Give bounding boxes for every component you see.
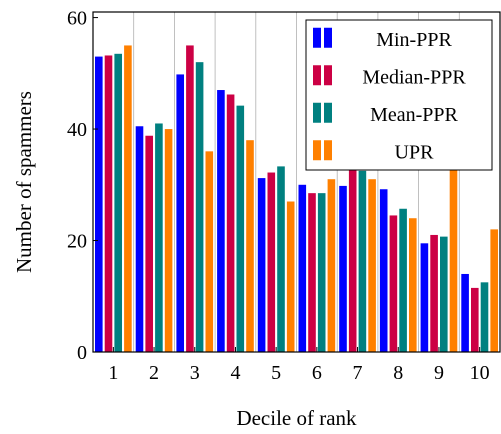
- bar-min-ppr-2: [135, 126, 144, 352]
- bar-median-ppr-10: [471, 287, 479, 352]
- bar-mean-ppr-4: [236, 105, 245, 352]
- bar-upr-7: [368, 179, 376, 352]
- x-tick-label: 1: [108, 362, 118, 384]
- bar-upr-5: [286, 201, 295, 352]
- legend-label: UPR: [395, 141, 435, 163]
- y-tick-label: 20: [67, 231, 87, 253]
- bar-min-ppr-5: [257, 178, 266, 352]
- x-tick-label: 10: [470, 362, 490, 384]
- legend-swatch: [324, 102, 332, 123]
- x-tick-label: 6: [312, 362, 322, 384]
- x-axis-label: Decile of rank: [236, 406, 357, 430]
- bar-median-ppr-7: [348, 168, 357, 352]
- bar-mean-ppr-3: [195, 62, 204, 352]
- bar-median-ppr-1: [104, 55, 113, 353]
- bar-min-ppr-9: [420, 243, 429, 352]
- bar-upr-4: [246, 140, 254, 352]
- legend-swatch: [324, 27, 332, 48]
- y-axis-label: Number of spammers: [12, 91, 36, 273]
- bar-mean-ppr-1: [114, 53, 122, 352]
- x-tick-label: 8: [393, 362, 403, 384]
- bar-median-ppr-6: [308, 193, 316, 352]
- x-tick-label: 4: [230, 362, 240, 384]
- bar-mean-ppr-6: [317, 193, 326, 352]
- bar-upr-8: [409, 218, 417, 352]
- x-tick-label: 2: [149, 362, 159, 384]
- bar-min-ppr-3: [176, 74, 184, 352]
- bar-median-ppr-4: [226, 94, 235, 352]
- bar-mean-ppr-2: [155, 123, 163, 353]
- bar-mean-ppr-8: [399, 208, 407, 352]
- bar-min-ppr-10: [461, 273, 469, 352]
- legend-swatch: [324, 65, 332, 86]
- bar-median-ppr-2: [145, 135, 153, 352]
- bar-mean-ppr-10: [480, 282, 489, 352]
- bar-min-ppr-1: [95, 56, 103, 353]
- bar-min-ppr-8: [379, 189, 388, 352]
- legend-swatch: [313, 65, 321, 86]
- x-tick-label: 7: [353, 362, 363, 384]
- legend: Min-PPR Median-PPR Mean-PPR UPR: [305, 19, 493, 171]
- y-tick-label: 40: [67, 119, 87, 141]
- legend-label: Median-PPR: [362, 66, 466, 88]
- bar-upr-6: [327, 179, 336, 352]
- bar-min-ppr-6: [298, 184, 307, 352]
- axis-ticks: 1 2 3 4 5 6 7 8 9 10 0 20 40 60: [67, 8, 490, 384]
- bar-mean-ppr-9: [440, 236, 448, 352]
- legend-swatch: [313, 140, 321, 161]
- plot-frame: [92, 11, 501, 353]
- bar-median-ppr-3: [186, 45, 194, 352]
- bar-median-ppr-5: [267, 172, 276, 352]
- legend-swatch: [324, 140, 332, 161]
- x-tick-label: 5: [271, 362, 281, 384]
- legend-swatch: [313, 102, 321, 123]
- bar-upr-2: [164, 129, 173, 352]
- legend-swatch: [313, 27, 321, 48]
- legend-label: Mean-PPR: [370, 104, 458, 126]
- bar-median-ppr-9: [430, 234, 438, 352]
- bar-upr-3: [205, 151, 214, 352]
- legend-label: Min-PPR: [376, 29, 452, 51]
- bar-min-ppr-4: [217, 90, 225, 353]
- legend-box: [305, 19, 493, 171]
- bars: [95, 45, 498, 353]
- y-tick-label: 60: [67, 8, 87, 30]
- bar-min-ppr-7: [339, 185, 347, 352]
- bar-upr-10: [490, 229, 498, 352]
- bar-median-ppr-8: [389, 215, 398, 352]
- bar-mean-ppr-7: [358, 170, 367, 352]
- y-tick-label: 0: [77, 342, 87, 364]
- bar-mean-ppr-5: [277, 166, 285, 352]
- x-tick-label: 3: [190, 362, 200, 384]
- bar-upr-1: [124, 45, 132, 352]
- x-tick-label: 9: [434, 362, 444, 384]
- bar-upr-9: [449, 140, 458, 352]
